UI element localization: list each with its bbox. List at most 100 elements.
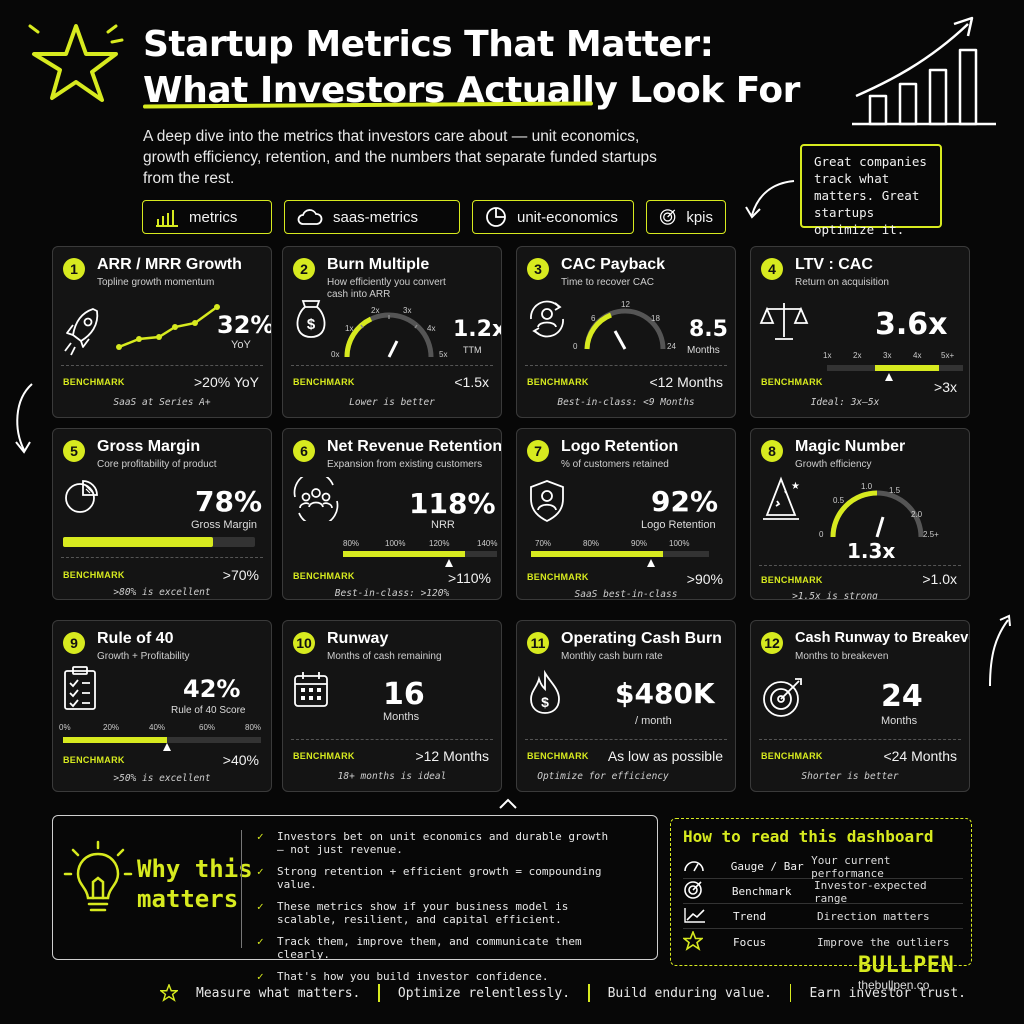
gauge-tick: 0.5 (833, 496, 845, 505)
trend-icon (684, 908, 705, 923)
metric-value: 3.6x (875, 307, 948, 342)
metric-card-arr-growth[interactable]: 1 ARR / MRR Growth Topline growth moment… (52, 246, 272, 418)
benchmark-value: <12 Months (649, 374, 723, 390)
star-icon (681, 929, 705, 951)
metric-unit: Months (687, 345, 720, 356)
gauge-tick: 4x (427, 324, 435, 333)
list-item: Track them, improve them, and communicat… (257, 935, 617, 961)
scale-tick: 3x (883, 351, 891, 360)
card-title: Operating Cash Burn (561, 630, 722, 647)
brand-url[interactable]: thebullpen.co (858, 978, 930, 992)
gauge-tick: 5x (439, 350, 447, 359)
metric-value: 24 (881, 679, 923, 714)
scale-tick: 40% (149, 723, 165, 732)
card-number: 1 (63, 258, 85, 280)
list-item: Strong retention + efficient growth = co… (257, 865, 617, 891)
star-icon (160, 984, 178, 1002)
card-note: Best-in-class: >120% (334, 588, 450, 599)
how-title: How to read this dashboard (683, 827, 934, 846)
metric-card-magic-number[interactable]: 8 Magic Number Growth efficiency ★ 0 0.5… (750, 428, 970, 600)
why-title-line-2: matters (137, 885, 239, 913)
metric-value: $480K (615, 677, 715, 710)
scale-tick: 4x (913, 351, 921, 360)
benchmark-label: BENCHMARK (293, 751, 355, 761)
metric-card-burn-multiple[interactable]: 2 Burn Multiple How efficiently you conv… (282, 246, 502, 418)
card-number: 3 (527, 258, 549, 280)
metric-value: 118% (409, 487, 496, 520)
flame-dollar-icon: $ (530, 669, 560, 714)
metric-value: 16 (383, 677, 425, 712)
scale-icon (759, 303, 809, 340)
card-subtitle: How efficiently you convert cash into AR… (327, 277, 446, 300)
benchmark-label: BENCHMARK (63, 570, 125, 580)
metric-card-logo-retention[interactable]: 7 Logo Retention % of customers retained… (516, 428, 736, 600)
scale-bar: 80% 100% 120% 140% (343, 539, 497, 567)
user-cycle-icon (530, 300, 564, 338)
metric-card-operating-cash-burn[interactable]: 11 Operating Cash Burn Monthly cash burn… (516, 620, 736, 792)
metric-card-rule-of-40[interactable]: 9 Rule of 40 Growth + Profitability 42% … (52, 620, 272, 792)
metric-value: 78% (195, 485, 263, 518)
metric-value: 92% (651, 485, 719, 518)
benchmark-label: BENCHMARK (761, 575, 823, 585)
metric-card-cac-payback[interactable]: 3 CAC Payback Time to recover CAC 0 6 12… (516, 246, 736, 418)
card-number: 7 (527, 440, 549, 462)
card-title: Runway (327, 630, 389, 647)
metric-card-gross-margin[interactable]: 5 Gross Margin Core profitability of pro… (52, 428, 272, 600)
metric-unit: YoY (231, 339, 251, 351)
benchmark-label: BENCHMARK (761, 751, 823, 761)
gauge-tick: 1.0 (861, 482, 873, 491)
card-note: >80% is excellent (113, 587, 211, 598)
gauge-tick: 2x (371, 306, 379, 315)
arrow-up-icon (499, 798, 517, 809)
legend-desc: Your current performance (811, 853, 891, 880)
metric-card-ltv-cac[interactable]: 4 LTV : CAC Return on acquisition 3.6x 1… (750, 246, 970, 418)
metric-card-runway[interactable]: 10 Runway Months of cash remaining 16 Mo… (282, 620, 502, 792)
metric-card-nrr[interactable]: 6 Net Revenue Retention Expansion from e… (282, 428, 502, 600)
footer-item: Measure what matters. (196, 985, 361, 1001)
metric-card-runway-to-breakeven[interactable]: 12 Cash Runway to Breakeven Months to br… (750, 620, 970, 792)
tag-unit-economics[interactable]: unit-economics (472, 200, 634, 234)
tag-saas-metrics[interactable]: saas-metrics (284, 200, 460, 234)
progress-track (63, 537, 255, 547)
card-note: >50% is excellent (113, 773, 211, 784)
legend-desc: Investor-expected range (814, 878, 927, 905)
clipboard-check-icon (64, 666, 96, 710)
metric-unit: Rule of 40 Score (171, 705, 246, 716)
legend-label: Trend (733, 910, 767, 923)
tag-kpis[interactable]: kpis (646, 200, 726, 234)
list-item: Investors bet on unit economics and dura… (257, 830, 617, 856)
card-note: 18+ months is ideal (337, 771, 447, 782)
footer-item: Build enduring value. (607, 985, 772, 1001)
bar-chart-icon (156, 210, 178, 227)
card-subtitle: Months of cash remaining (327, 651, 442, 662)
card-number: 9 (63, 632, 85, 654)
card-note: SaaS best-in-class (574, 589, 678, 600)
footer-item: Earn investor trust. (809, 985, 966, 1001)
card-title: ARR / MRR Growth (97, 256, 242, 273)
legend-desc: Direction matters (817, 910, 930, 923)
scale-tick: 60% (199, 723, 215, 732)
trend-line (116, 304, 220, 350)
metric-unit: / month (635, 715, 672, 727)
gauge-tick: 3x (403, 306, 411, 315)
page-subtitle: A deep dive into the metrics that invest… (143, 128, 657, 187)
card-subtitle: Months to breakeven (795, 651, 889, 662)
metric-unit: Months (881, 715, 918, 727)
card-subtitle: Growth efficiency (795, 459, 872, 470)
legend-row: Trend Direction matters (683, 905, 963, 929)
tag-metrics[interactable]: metrics (142, 200, 272, 234)
metric-unit: Logo Retention (641, 519, 716, 531)
svg-text:$: $ (541, 694, 549, 710)
shield-user-icon (530, 480, 564, 523)
card-title: Cash Runway to Breakeven (795, 630, 970, 646)
scale-tick: 1x (823, 351, 831, 360)
gauge-tick: 18 (651, 314, 660, 323)
card-subtitle: Topline growth momentum (97, 277, 215, 288)
scale-bar: 0% 20% 40% 60% 80% (59, 723, 261, 751)
legend-desc: Improve the outliers (817, 935, 950, 949)
card-title: Burn Multiple (327, 256, 430, 273)
legend-row: Benchmark Investor-expected range (683, 878, 963, 905)
card-note: Optimize for efficiency (537, 771, 669, 782)
scale-tick: 100% (385, 539, 405, 548)
metric-value: 1.2x (453, 317, 502, 342)
